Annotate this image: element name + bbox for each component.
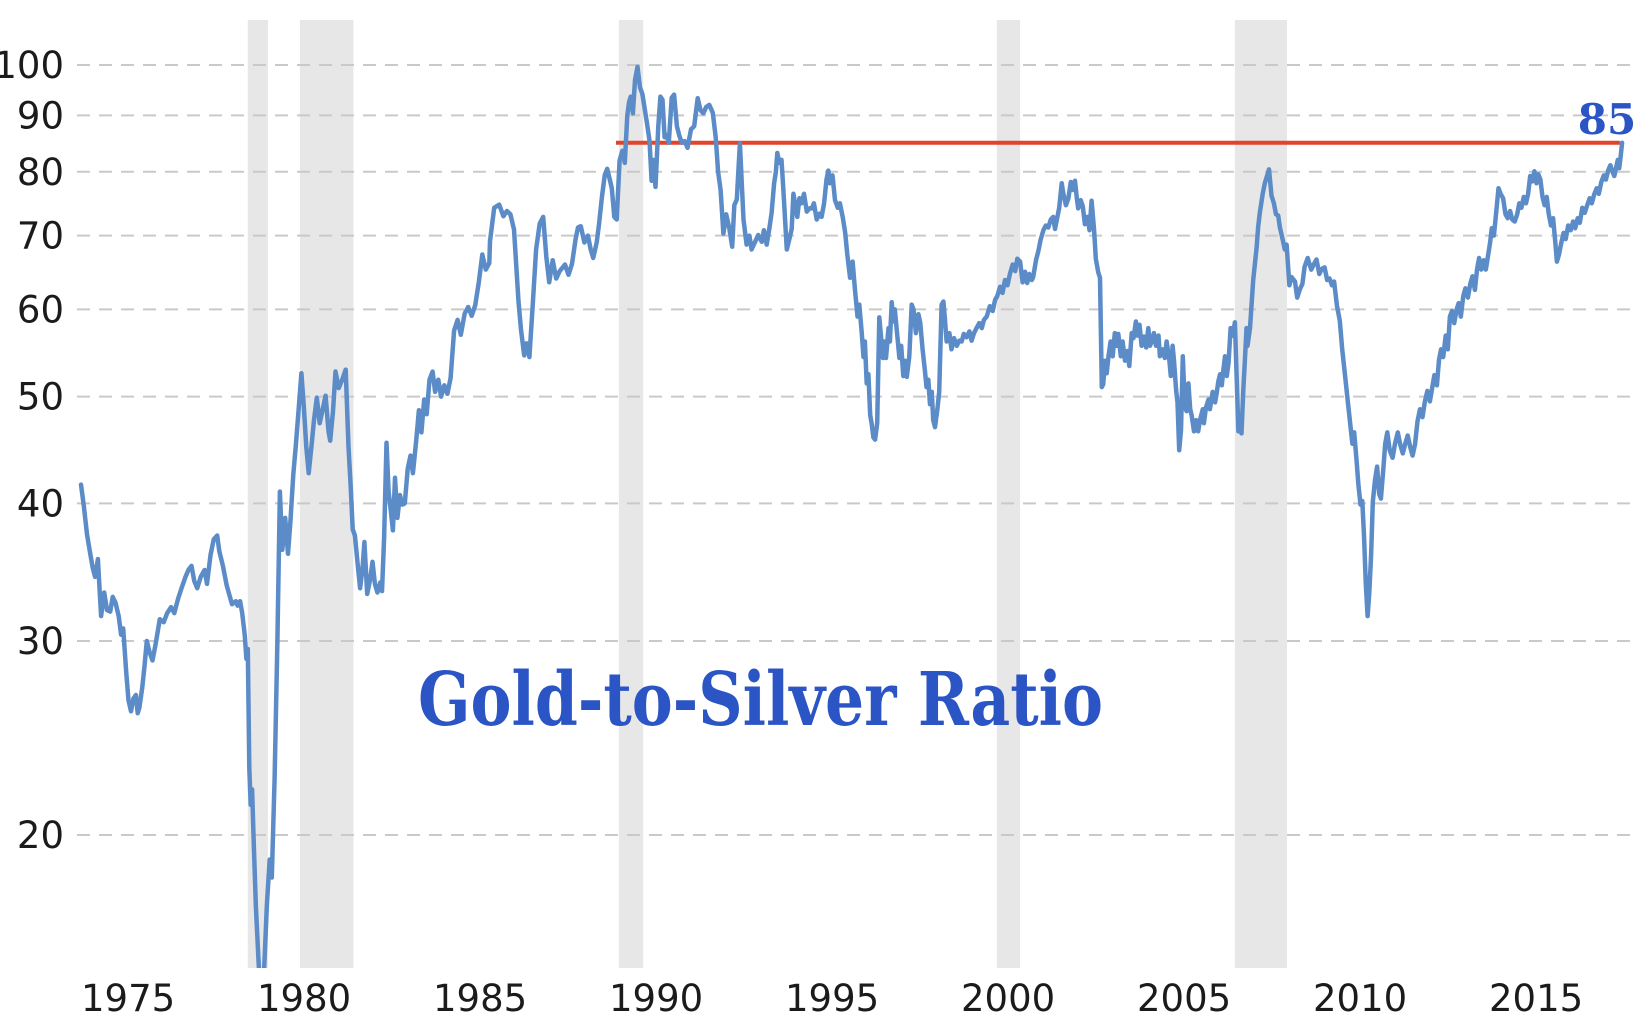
x-tick-label-2000: 2000 (961, 977, 1055, 1020)
x-tick-label-1990: 1990 (609, 977, 703, 1020)
y-tick-label-80: 80 (17, 151, 64, 194)
y-tick-label-20: 20 (17, 814, 64, 857)
recession-band (299, 20, 354, 968)
recession-band (996, 20, 1021, 968)
x-tick-label-1995: 1995 (785, 977, 879, 1020)
recession-band (1234, 20, 1287, 968)
gridlines-group (77, 64, 1638, 836)
x-tick-label-1980: 1980 (257, 977, 351, 1020)
recession-bands-group (247, 20, 1287, 968)
y-axis-labels: 100 90 80 70 60 50 40 30 20 (0, 44, 64, 857)
x-tick-label-2015: 2015 (1489, 977, 1583, 1020)
x-tick-label-1975: 1975 (81, 977, 175, 1020)
y-tick-label-40: 40 (17, 482, 64, 525)
latest-value-label: 85 (1578, 95, 1636, 144)
x-tick-label-2010: 2010 (1313, 977, 1407, 1020)
recession-band (618, 20, 644, 968)
x-tick-label-2005: 2005 (1137, 977, 1231, 1020)
y-tick-label-90: 90 (17, 94, 64, 137)
x-axis-labels: 1975 1980 1985 1990 1995 2000 2005 2010 2015 (81, 977, 1583, 1020)
ratio-line-series (78, 64, 1625, 968)
chart-title: Gold-to-Silver Ratio (418, 657, 1103, 743)
y-tick-label-30: 30 (17, 620, 64, 663)
y-tick-label-50: 50 (17, 376, 64, 419)
recession-band (247, 20, 268, 968)
x-tick-label-1985: 1985 (433, 977, 527, 1020)
y-tick-label-70: 70 (17, 215, 64, 258)
y-tick-label-60: 60 (17, 288, 64, 331)
y-tick-label-100: 100 (0, 44, 64, 87)
